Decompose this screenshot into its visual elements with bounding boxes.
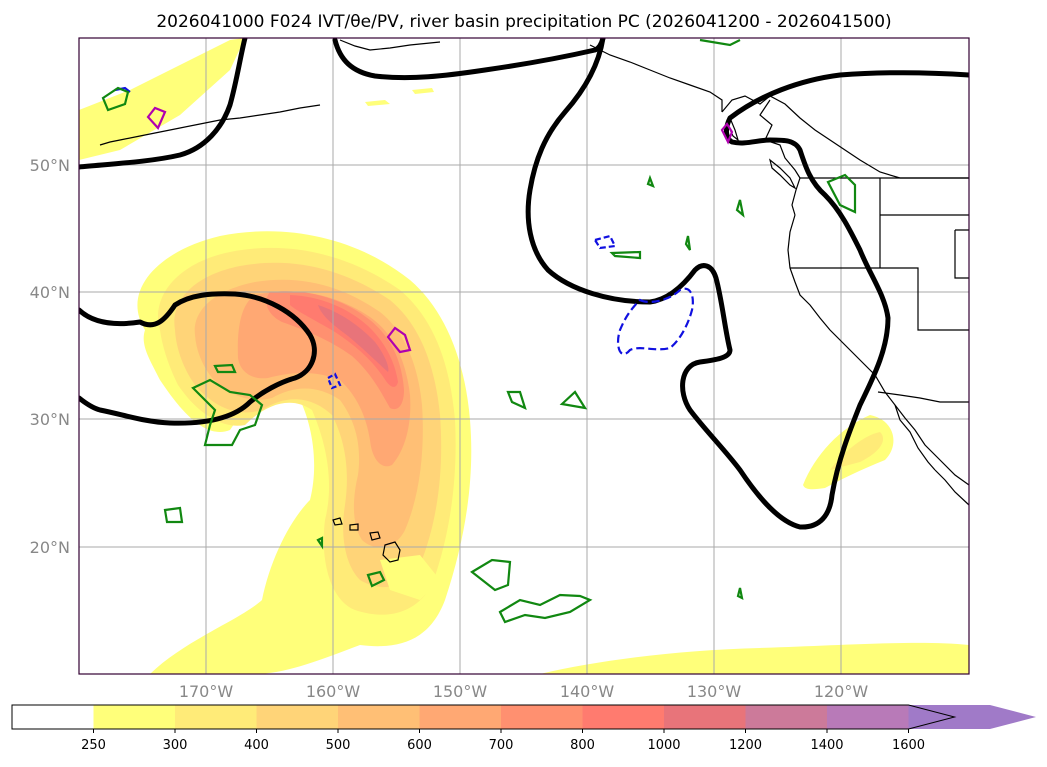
precip-pc-contour xyxy=(191,378,264,447)
precip-pc-contour xyxy=(684,235,692,251)
lon-label-120w: 120°W xyxy=(814,682,869,701)
precip-pc-contour xyxy=(826,173,857,214)
coast-vancouver-island xyxy=(768,158,797,190)
colorbar-segment xyxy=(256,705,339,729)
coast-hawaii-big-island xyxy=(382,541,401,563)
coast-baja-california xyxy=(894,404,936,471)
lat-label-50n: 50°N xyxy=(30,156,70,175)
colorbar-tick-label: 1200 xyxy=(729,738,762,753)
theta-e-contour-ridge xyxy=(525,38,969,530)
precip-pc-contour xyxy=(559,390,588,410)
ivt-band-800 xyxy=(290,295,398,387)
precip-pc-contour xyxy=(699,38,741,47)
ivt-band-300-baja xyxy=(830,432,884,470)
ivt-band-250-north xyxy=(79,38,245,160)
colorbar-tick-label: 300 xyxy=(163,738,188,753)
colorbar-tick-label: 500 xyxy=(326,738,351,753)
state-borders-west xyxy=(790,178,969,331)
figure-title: 2026041000 F024 IVT/θe/PV, river basin p… xyxy=(156,12,891,32)
lon-axis-labels: 170°W 160°W 150°W 140°W 130°W 120°W xyxy=(179,682,869,701)
coast-aleutians xyxy=(99,104,321,146)
coast-north-america xyxy=(721,95,969,179)
pv-contours xyxy=(114,86,734,390)
coast-alaska-top xyxy=(339,39,441,51)
theta-e-contours xyxy=(79,38,969,530)
precip-pc-contour xyxy=(366,570,386,588)
coast-mexico-west xyxy=(934,469,969,506)
colorbar-segment xyxy=(93,705,176,729)
ivt-band-250-hawaii-south xyxy=(380,555,440,600)
pv-positive-contour xyxy=(146,106,167,130)
colorbar-segment-below xyxy=(12,705,94,729)
colorbar-tick-label: 1600 xyxy=(892,738,925,753)
colorbar-tick-label: 600 xyxy=(407,738,432,753)
pv-positive-contour xyxy=(720,122,734,145)
coast-alaska-panhandle xyxy=(759,99,801,216)
precip-pc-contour xyxy=(498,593,593,624)
ivt-band-250-top-2 xyxy=(412,88,434,94)
coast-hawaii-maui xyxy=(369,531,381,541)
precip-pc-contour xyxy=(316,536,324,550)
pv-negative-contour xyxy=(114,86,131,93)
lat-label-40n: 40°N xyxy=(30,283,70,302)
theta-e-contour-north xyxy=(79,38,248,170)
precip-pc-contour xyxy=(101,86,130,112)
precip-pc-contour xyxy=(735,199,745,218)
lat-label-20n: 20°N xyxy=(30,538,70,557)
ivt-colorbar: 250 300 400 500 600 700 800 1000 1200 1400 1600 xyxy=(11,704,1036,753)
precip-pc-contour xyxy=(609,250,642,260)
coast-hawaii-oahu xyxy=(349,523,359,531)
map-panel xyxy=(78,37,970,675)
colorbar-segment xyxy=(175,705,257,729)
precip-pc-contours xyxy=(101,38,857,624)
colorbar-tick-label: 1400 xyxy=(810,738,843,753)
colorbar-tick-label: 250 xyxy=(81,738,106,753)
pv-positive-contour xyxy=(386,326,412,354)
theta-e-contour-gulf xyxy=(332,38,606,81)
lon-label-170w: 170°W xyxy=(179,682,234,701)
colorbar-segment-extend xyxy=(908,705,1036,729)
colorbar-tick-label: 700 xyxy=(489,738,514,753)
colorbar-tick-label: 1000 xyxy=(647,738,680,753)
pv-negative-contour xyxy=(616,287,694,356)
ivt-band-1000 xyxy=(318,305,389,372)
lat-label-30n: 30°N xyxy=(30,410,70,429)
ivt-band-250-south xyxy=(540,642,969,674)
map-frame xyxy=(78,37,970,675)
precip-pc-contour xyxy=(736,587,744,600)
border-us-mexico xyxy=(877,391,969,403)
colorbar-segment xyxy=(745,705,828,729)
coast-alaska-south xyxy=(589,44,723,112)
precip-pc-contour xyxy=(163,506,184,524)
precip-pc-contour xyxy=(506,390,527,411)
colorbar-segment xyxy=(827,705,909,729)
lat-axis-labels: 50°N 40°N 30°N 20°N xyxy=(30,156,70,557)
precip-pc-contour xyxy=(646,174,655,188)
precip-pc-contour xyxy=(470,558,512,592)
ivt-band-250-top xyxy=(365,100,390,106)
colorbar-tick-label: 800 xyxy=(570,738,595,753)
colorbar-segment xyxy=(338,705,420,729)
coast-west-coast-us xyxy=(787,214,969,486)
colorbar-segment xyxy=(582,705,665,729)
lon-label-150w: 150°W xyxy=(433,682,488,701)
map-content xyxy=(79,38,969,674)
lon-label-130w: 130°W xyxy=(687,682,742,701)
pv-negative-contour xyxy=(326,372,342,390)
theta-e-contour-cyclone xyxy=(79,291,317,426)
pv-negative-contour xyxy=(593,234,617,250)
colorbar-tick-label: 400 xyxy=(244,738,269,753)
colorbar-segment xyxy=(419,705,502,729)
colorbar-segment xyxy=(664,705,746,729)
coast-hawaii-kauai xyxy=(332,517,343,526)
colorbar-outline xyxy=(11,704,957,730)
colorbar-segment xyxy=(501,705,583,729)
lon-label-140w: 140°W xyxy=(560,682,615,701)
lon-label-160w: 160°W xyxy=(306,682,361,701)
precip-pc-contour xyxy=(213,363,237,374)
ivt-shading xyxy=(79,38,969,674)
